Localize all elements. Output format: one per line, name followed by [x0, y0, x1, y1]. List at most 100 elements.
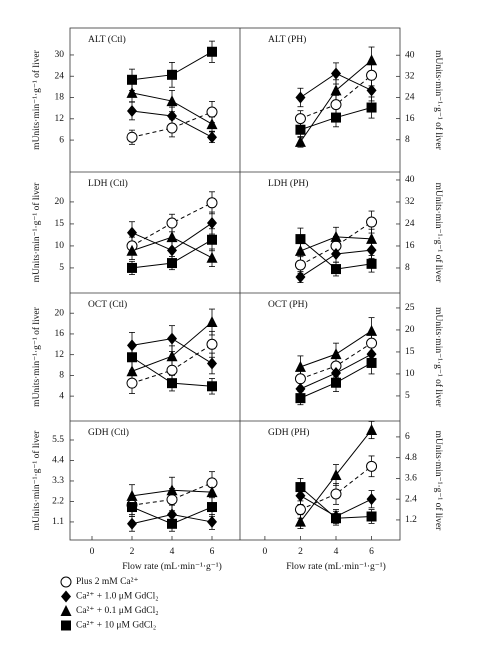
marker [207, 131, 217, 144]
y-tick-label: 16 [405, 114, 415, 124]
y-axis-label: mUnits·min⁻¹·g⁻¹ of liver [433, 431, 444, 531]
marker [366, 102, 377, 113]
marker [166, 484, 178, 496]
marker [295, 482, 306, 493]
marker [366, 511, 377, 522]
marker [295, 382, 306, 395]
legend-label: Ca²⁺ + 10 μM GdCl₂ [76, 621, 156, 631]
y-tick-label: 8 [59, 371, 64, 381]
y-tick-label: 24 [55, 71, 65, 81]
marker [366, 324, 378, 336]
y-tick-label: 40 [405, 50, 415, 60]
y-tick-label: 32 [405, 72, 415, 82]
y-tick-label: 12 [55, 114, 65, 124]
panel-title: LDH (Ctl) [88, 178, 128, 189]
panel-title: LDH (PH) [268, 178, 308, 189]
marker [127, 517, 137, 530]
marker [207, 234, 217, 245]
y-tick-label: 5 [59, 263, 64, 273]
y-tick-label: 10 [405, 369, 415, 379]
legend-label: Plus 2 mM Ca²⁺ [76, 577, 139, 587]
marker [167, 109, 177, 122]
marker [166, 217, 178, 229]
panel-title: OCT (PH) [268, 299, 308, 310]
marker [366, 460, 378, 472]
marker [295, 489, 306, 502]
marker [167, 258, 177, 269]
y-tick-label: 2.4 [405, 494, 417, 504]
panel-title: ALT (Ctl) [88, 34, 126, 45]
marker [366, 69, 378, 81]
marker [331, 377, 341, 388]
marker [207, 217, 217, 230]
legend-marker [60, 605, 72, 616]
y-tick-label: 15 [55, 219, 65, 229]
marker [207, 502, 217, 513]
y-tick-label: 2.2 [52, 497, 64, 507]
marker [206, 338, 218, 350]
y-axis-label: mUnits·min⁻¹·g⁻¹ of liver [433, 50, 444, 150]
marker [167, 332, 177, 345]
y-axis-label: mUnits·min⁻¹·g⁻¹ of liver [433, 307, 444, 407]
y-axis-label: mUnits·min⁻¹·g⁻¹ of liver [31, 182, 42, 282]
marker [166, 231, 178, 243]
marker [295, 393, 306, 404]
y-tick-label: 24 [405, 219, 415, 229]
marker [366, 357, 377, 368]
marker [127, 226, 137, 239]
marker [207, 381, 217, 392]
marker [167, 69, 177, 80]
marker [127, 502, 137, 513]
marker [294, 244, 306, 256]
y-tick-label: 20 [55, 308, 65, 318]
y-tick-label: 4.8 [405, 453, 417, 463]
y-tick-label: 16 [55, 329, 65, 339]
marker [167, 244, 177, 257]
marker [127, 352, 137, 363]
marker [127, 262, 137, 273]
marker [206, 197, 218, 209]
y-tick-label: 18 [55, 93, 65, 103]
marker [126, 365, 138, 377]
y-tick-label: 6 [59, 135, 64, 145]
y-tick-label: 16 [405, 241, 415, 251]
marker [330, 84, 342, 96]
marker [366, 493, 377, 506]
y-tick-label: 1.1 [52, 517, 64, 527]
panel-title: OCT (Ctl) [88, 299, 127, 310]
x-axis-label: Flow rate (mL·min⁻¹·g⁻¹) [286, 561, 386, 572]
marker [126, 244, 138, 256]
marker [331, 264, 341, 275]
marker [331, 67, 341, 80]
y-tick-label: 20 [55, 197, 65, 207]
marker [331, 112, 341, 123]
marker [366, 337, 378, 349]
legend-label: Ca²⁺ + 1.0 μM GdCl₂ [76, 592, 159, 602]
x-tick-label: 0 [90, 547, 95, 557]
marker [294, 259, 306, 271]
marker [295, 271, 306, 284]
y-tick-label: 8 [405, 263, 410, 273]
marker [331, 247, 341, 260]
marker [207, 357, 217, 370]
x-tick-label: 0 [263, 547, 268, 557]
marker [206, 486, 218, 498]
marker [167, 508, 177, 521]
marker [331, 367, 341, 380]
y-axis-label: mUnits·min⁻¹·g⁻¹ of liver [31, 49, 42, 149]
marker [127, 74, 137, 85]
figure-frame [69, 27, 401, 541]
y-tick-label: 25 [405, 303, 415, 313]
y-tick-label: 5.5 [52, 435, 64, 445]
marker [330, 348, 342, 360]
marker [166, 494, 178, 506]
marker [294, 360, 306, 372]
marker [167, 518, 177, 529]
marker [166, 95, 178, 107]
marker [331, 513, 341, 524]
marker [166, 364, 178, 376]
x-tick-label: 2 [130, 547, 135, 557]
y-axis-label: mUnits·min⁻¹·g⁻¹ of liver [31, 430, 42, 530]
legend-marker [61, 590, 71, 603]
marker [366, 258, 377, 269]
